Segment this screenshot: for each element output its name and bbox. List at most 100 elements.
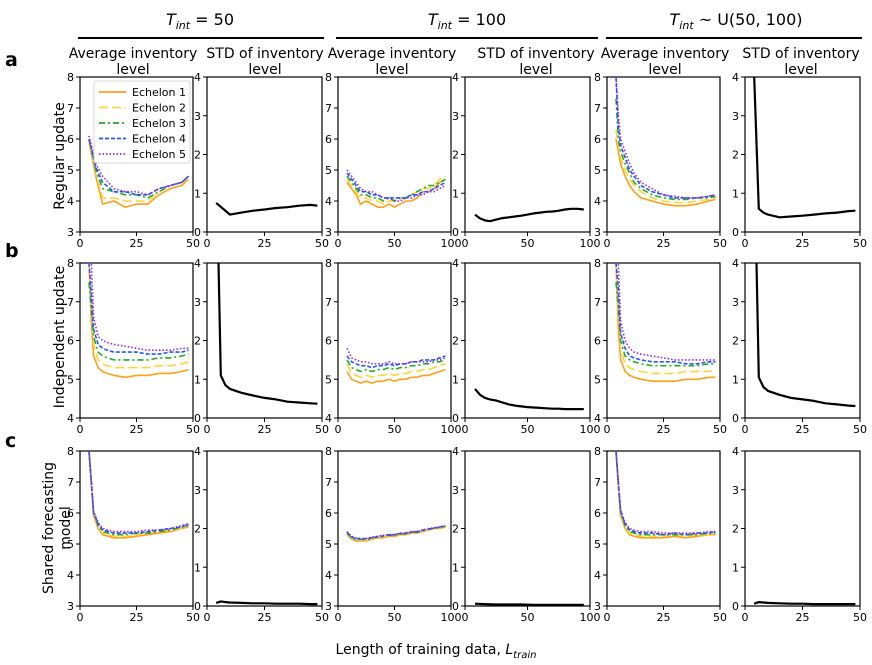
y-tick-label: 8 xyxy=(325,257,332,270)
row-letter-b: b xyxy=(5,240,19,262)
y-tick-label: 8 xyxy=(594,257,601,270)
panel-frame xyxy=(606,450,721,607)
x-tick-label: 25 xyxy=(796,237,810,250)
series-line-echelon-5 xyxy=(88,451,189,533)
x-tick-label: 0 xyxy=(335,611,342,624)
panel-c6: 0 1 2 3 4 0 25 50 xyxy=(732,445,867,624)
panel-c4: 0 1 2 3 4 0 50 100 xyxy=(452,445,601,624)
y-tick-label: 6 xyxy=(594,507,601,520)
svg-text:level: level xyxy=(784,62,817,78)
x-tick-label: 0 xyxy=(204,237,211,250)
x-tick-label: 50 xyxy=(853,611,867,624)
y-tick-label: 5 xyxy=(325,373,332,386)
legend-box xyxy=(93,80,191,164)
panel-frame xyxy=(606,76,721,233)
x-tick-label: 25 xyxy=(657,237,671,250)
y-tick-label: 2 xyxy=(732,149,739,162)
series-line-echelon-4 xyxy=(346,355,446,369)
series-line-echelon-2 xyxy=(88,263,189,369)
y-tick-label: 3 xyxy=(452,484,459,497)
panel-frame xyxy=(464,262,591,419)
y-tick-label: 3 xyxy=(594,600,601,613)
y-tick-label: 4 xyxy=(194,71,201,84)
x-tick-label: 50 xyxy=(521,237,535,250)
y-tick-label: 8 xyxy=(594,445,601,458)
y-tick-label: 8 xyxy=(325,71,332,84)
y-tick-label: 3 xyxy=(194,296,201,309)
y-tick-label: 2 xyxy=(732,335,739,348)
series-line-echelon-3 xyxy=(615,451,716,536)
x-tick-label: 50 xyxy=(186,237,200,250)
y-tick-label: 3 xyxy=(594,226,601,239)
svg-text:level: level xyxy=(648,62,681,78)
y-tick-label: 2 xyxy=(194,335,201,348)
svg-text:level: level xyxy=(248,62,281,78)
x-tick-label: 0 xyxy=(462,423,469,436)
series-line-echelon-1 xyxy=(88,263,189,379)
panel-b1: 4 5 6 7 8 0 25 50 xyxy=(67,257,200,436)
y-tick-label: 6 xyxy=(67,133,74,146)
svg-text:STD of inventory: STD of inventory xyxy=(477,46,594,62)
y-tick-label: 3 xyxy=(732,296,739,309)
legend: Echelon 1 Echelon 2 Echelon 3 Echelon 4 Eche… xyxy=(93,80,191,164)
series-line-echelon-1 xyxy=(615,263,716,383)
y-tick-label: 4 xyxy=(325,569,332,582)
panel-c5: 3 4 5 6 7 8 0 25 50 xyxy=(594,445,727,624)
x-tick-label: 25 xyxy=(796,423,810,436)
condition-header-3: Tint ~ U(50, 100) xyxy=(606,10,862,39)
y-tick-label: 3 xyxy=(732,484,739,497)
y-tick-label: 3 xyxy=(67,600,74,613)
y-tick-label: 3 xyxy=(452,110,459,123)
y-tick-label: 2 xyxy=(452,149,459,162)
row-letter-c: c xyxy=(5,430,16,452)
x-tick-label: 0 xyxy=(742,423,749,436)
condition-header-2: Tint = 100 xyxy=(336,10,598,39)
svg-text:level: level xyxy=(519,62,552,78)
series-line-echelon-4 xyxy=(615,263,716,365)
x-tick-label: 25 xyxy=(796,611,810,624)
panel-c3: 3 4 5 6 7 8 0 50 100 xyxy=(325,445,462,624)
x-tick-label: 25 xyxy=(657,423,671,436)
x-tick-label: 50 xyxy=(388,423,402,436)
std-series-line xyxy=(474,388,584,411)
panel-frame xyxy=(337,262,452,419)
y-tick-label: 8 xyxy=(594,71,601,84)
panel-b3: 4 5 6 7 8 0 50 100 xyxy=(325,257,462,436)
y-tick-label: 6 xyxy=(594,133,601,146)
panel-b6: 0 1 2 3 4 0 25 50 xyxy=(732,257,867,436)
panel-a3: 3 4 5 6 7 8 0 50 100 xyxy=(325,71,462,250)
y-tick-label: 4 xyxy=(67,412,74,425)
y-tick-label: 4 xyxy=(194,257,201,270)
x-tick-label: 0 xyxy=(604,237,611,250)
x-tick-label: 50 xyxy=(521,423,535,436)
x-tick-label: 50 xyxy=(186,423,200,436)
x-tick-label: 0 xyxy=(77,237,84,250)
y-tick-label: 3 xyxy=(452,296,459,309)
x-tick-label: 25 xyxy=(130,611,144,624)
series-line-echelon-2 xyxy=(346,363,446,379)
x-tick-label: 0 xyxy=(462,611,469,624)
x-tick-label: 100 xyxy=(441,423,462,436)
panel-c2: 0 1 2 3 4 0 25 50 xyxy=(194,445,329,624)
y-tick-label: 1 xyxy=(452,187,459,200)
x-tick-label: 25 xyxy=(258,611,272,624)
y-tick-label: 4 xyxy=(452,257,459,270)
y-tick-label: 4 xyxy=(67,569,74,582)
x-tick-label: 0 xyxy=(335,237,342,250)
x-tick-label: 50 xyxy=(388,237,402,250)
y-tick-label: 8 xyxy=(67,71,74,84)
y-tick-label: 7 xyxy=(67,476,74,489)
x-tick-label: 0 xyxy=(604,423,611,436)
x-tick-label: 50 xyxy=(388,611,402,624)
y-tick-label: 5 xyxy=(594,373,601,386)
y-tick-label: 0 xyxy=(732,600,739,613)
y-tick-label: 0 xyxy=(732,412,739,425)
y-tick-label: 2 xyxy=(194,149,201,162)
y-tick-label: 4 xyxy=(594,412,601,425)
panel-frame xyxy=(464,76,591,233)
series-line-echelon-3 xyxy=(615,98,716,201)
legend-label-4: Echelon 4 xyxy=(132,133,186,146)
panel-frame xyxy=(606,262,721,419)
